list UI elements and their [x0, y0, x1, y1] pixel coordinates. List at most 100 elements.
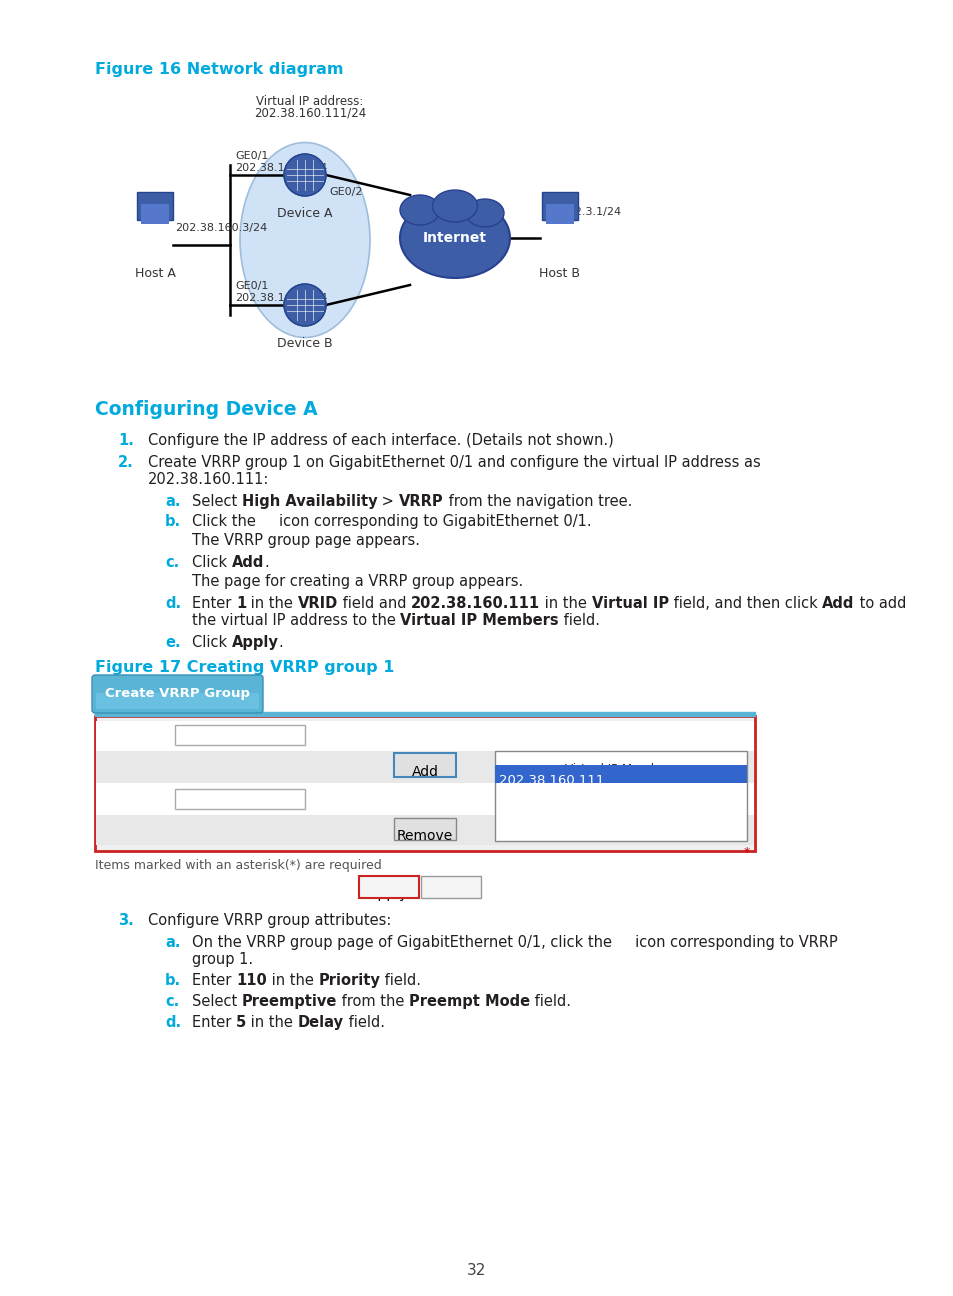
Text: Click: Click	[192, 555, 232, 570]
Text: to add: to add	[854, 596, 905, 610]
Text: GE0/1: GE0/1	[234, 152, 268, 161]
Text: Select: Select	[192, 494, 242, 509]
Text: Create VRRP Group: Create VRRP Group	[105, 687, 250, 701]
Text: .: .	[278, 635, 283, 651]
Text: Figure 17 Creating VRRP group 1: Figure 17 Creating VRRP group 1	[95, 660, 394, 675]
Text: field.: field.	[558, 613, 599, 629]
Text: Select: Select	[192, 994, 242, 1010]
FancyBboxPatch shape	[495, 750, 746, 841]
Ellipse shape	[399, 198, 510, 279]
Text: Priority: Priority	[318, 973, 379, 988]
FancyBboxPatch shape	[541, 192, 578, 220]
FancyBboxPatch shape	[394, 818, 456, 840]
FancyBboxPatch shape	[495, 765, 746, 783]
FancyBboxPatch shape	[137, 192, 172, 220]
Text: b.: b.	[165, 515, 181, 529]
Text: Virtual IP: Virtual IP	[105, 794, 167, 809]
Text: 110: 110	[235, 973, 267, 988]
Text: 5: 5	[235, 1015, 246, 1030]
Text: field.: field.	[379, 973, 420, 988]
Text: field, and then click: field, and then click	[668, 596, 821, 610]
Text: Figure 16 Network diagram: Figure 16 Network diagram	[95, 62, 343, 76]
Text: 1.: 1.	[118, 433, 133, 448]
Text: Remove: Remove	[396, 829, 453, 842]
Text: Delay: Delay	[297, 1015, 343, 1030]
Text: 203.2.3.1/24: 203.2.3.1/24	[550, 207, 620, 216]
Text: field and: field and	[337, 596, 411, 610]
Text: c.: c.	[165, 994, 179, 1010]
FancyBboxPatch shape	[91, 675, 263, 713]
Ellipse shape	[432, 191, 477, 222]
Text: Enter: Enter	[192, 596, 235, 610]
Text: Click the     icon corresponding to GigabitEthernet 0/1.: Click the icon corresponding to GigabitE…	[192, 515, 591, 529]
Text: Configure VRRP group attributes:: Configure VRRP group attributes:	[148, 912, 391, 928]
Text: Apply: Apply	[232, 635, 278, 651]
Ellipse shape	[240, 143, 370, 337]
Ellipse shape	[399, 194, 439, 226]
FancyBboxPatch shape	[174, 789, 305, 809]
Circle shape	[284, 284, 326, 327]
Text: Preemptive: Preemptive	[242, 994, 337, 1010]
Text: 202.38.160.1/24: 202.38.160.1/24	[234, 163, 327, 172]
Text: >: >	[377, 494, 398, 509]
FancyBboxPatch shape	[95, 715, 754, 851]
Text: Configuring Device A: Configuring Device A	[95, 400, 317, 419]
Text: Internet: Internet	[422, 231, 486, 245]
Text: in the: in the	[539, 596, 591, 610]
Text: b.: b.	[165, 973, 181, 988]
FancyBboxPatch shape	[545, 203, 574, 224]
Text: 2.: 2.	[118, 455, 133, 470]
Text: d.: d.	[165, 1015, 181, 1030]
Text: in the: in the	[267, 973, 318, 988]
Text: 202.38.160.3/24: 202.38.160.3/24	[174, 223, 267, 233]
Text: GE0/2: GE0/2	[329, 187, 362, 197]
Text: On the VRRP group page of GigabitEthernet 0/1, click the     icon corresponding : On the VRRP group page of GigabitEtherne…	[192, 934, 837, 950]
Text: field.: field.	[343, 1015, 384, 1030]
FancyBboxPatch shape	[141, 203, 169, 224]
Text: 1: 1	[235, 596, 246, 610]
Text: 202.38.160.111: 202.38.160.111	[498, 774, 604, 787]
Text: The VRRP group page appears.: The VRRP group page appears.	[192, 533, 419, 548]
Text: High Availability: High Availability	[242, 494, 377, 509]
Text: the virtual IP address to the: the virtual IP address to the	[192, 613, 400, 629]
Text: Enter: Enter	[192, 1015, 235, 1030]
Text: Configure the IP address of each interface. (Details not shown.): Configure the IP address of each interfa…	[148, 433, 613, 448]
FancyBboxPatch shape	[420, 876, 480, 898]
Text: *: *	[743, 846, 749, 859]
FancyBboxPatch shape	[394, 753, 456, 778]
Text: (1-255): (1-255)	[316, 735, 368, 749]
Text: The page for creating a VRRP group appears.: The page for creating a VRRP group appea…	[192, 574, 522, 588]
Text: group 1.: group 1.	[192, 953, 253, 967]
Text: Device B: Device B	[277, 337, 333, 350]
Text: Cancel: Cancel	[427, 886, 474, 901]
FancyBboxPatch shape	[96, 750, 753, 783]
Text: a.: a.	[165, 934, 180, 950]
Text: Preempt Mode: Preempt Mode	[409, 994, 530, 1010]
Text: Virtual IP Members: Virtual IP Members	[400, 613, 558, 629]
Text: VRRP: VRRP	[398, 494, 443, 509]
Text: Add: Add	[411, 765, 438, 779]
FancyBboxPatch shape	[358, 876, 418, 898]
Text: --Virtual IP Members--: --Virtual IP Members--	[557, 763, 684, 776]
Text: d.: d.	[165, 596, 181, 610]
Text: 32: 32	[467, 1264, 486, 1278]
Text: Virtual IP: Virtual IP	[591, 596, 668, 610]
Text: Items marked with an asterisk(*) are required: Items marked with an asterisk(*) are req…	[95, 859, 381, 872]
FancyBboxPatch shape	[96, 721, 753, 750]
Text: VRID: VRID	[297, 596, 337, 610]
Text: Device A: Device A	[277, 207, 333, 220]
Text: Create VRRP group 1 on GigabitEthernet 0/1 and configure the virtual IP address : Create VRRP group 1 on GigabitEthernet 0…	[148, 455, 760, 470]
Text: Host A: Host A	[134, 267, 175, 280]
Text: field.: field.	[530, 994, 571, 1010]
FancyBboxPatch shape	[174, 724, 305, 745]
Text: a.: a.	[165, 494, 180, 509]
Text: c.: c.	[165, 555, 179, 570]
Circle shape	[284, 154, 326, 196]
Text: 202.38.160.111/24: 202.38.160.111/24	[253, 108, 366, 121]
FancyBboxPatch shape	[96, 693, 258, 709]
Text: Apply: Apply	[369, 886, 408, 901]
Text: Click: Click	[192, 635, 232, 651]
Text: from the: from the	[337, 994, 409, 1010]
Text: Add: Add	[232, 555, 264, 570]
Text: Enter: Enter	[192, 973, 235, 988]
